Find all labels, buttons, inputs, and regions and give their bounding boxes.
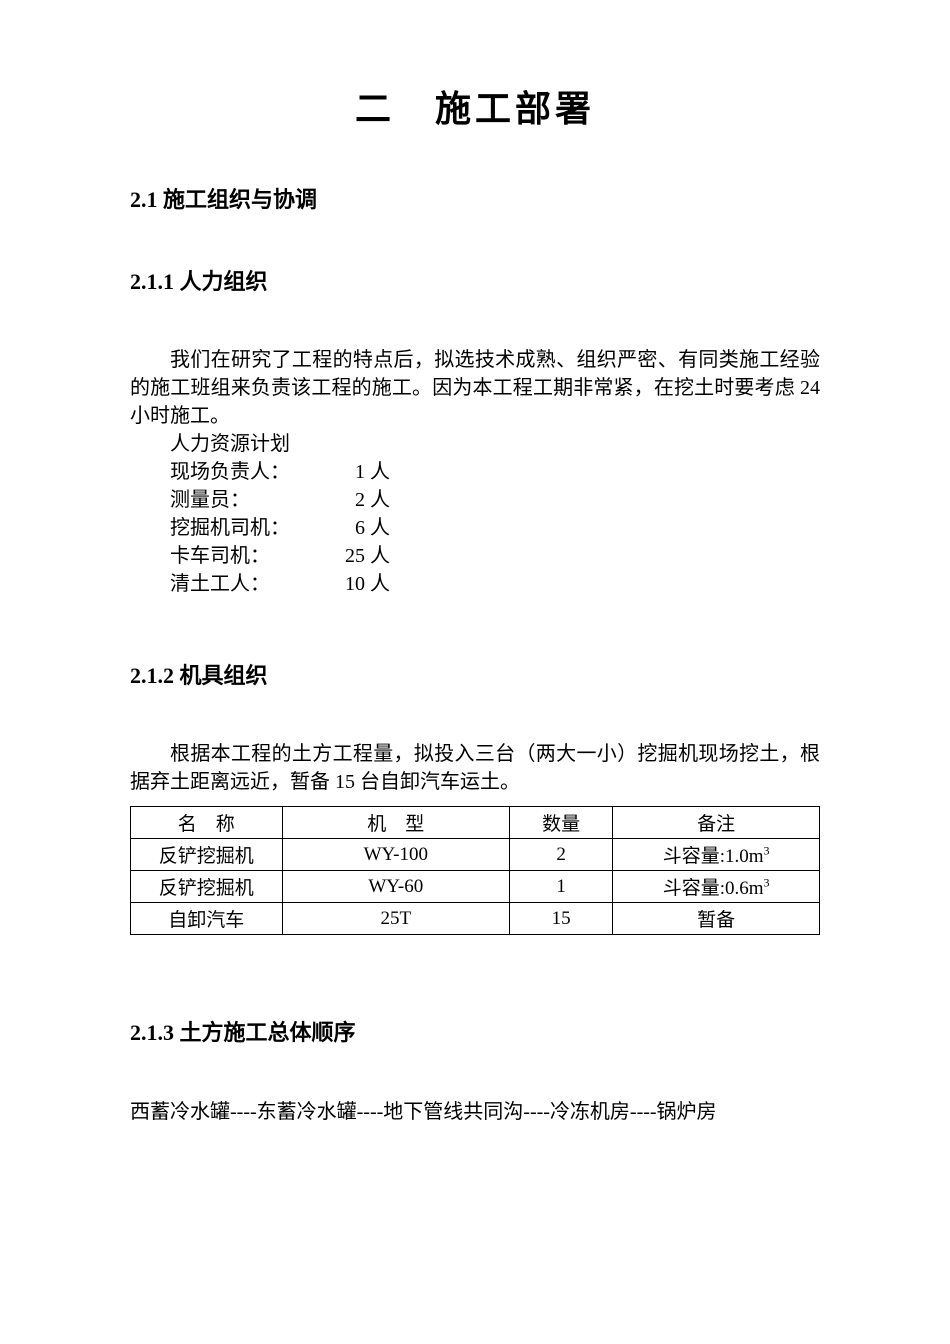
table-cell-model: WY-100 xyxy=(282,839,509,871)
paragraph-211: 我们在研究了工程的特点后，拟选技术成熟、组织严密、有同类施工经验的施工班组来负责… xyxy=(130,346,820,430)
table-cell-note: 斗容量:1.0m3 xyxy=(613,839,820,871)
resource-value: 1 人 xyxy=(330,458,390,486)
table-cell-model: WY-60 xyxy=(282,871,509,903)
resource-row: 测量员： 2 人 xyxy=(170,486,820,514)
resource-label: 测量员： xyxy=(170,486,330,514)
resource-value: 2 人 xyxy=(330,486,390,514)
resource-label: 清土工人： xyxy=(170,570,330,598)
table-row: 自卸汽车 25T 15 暂备 xyxy=(131,903,820,935)
resource-plan: 人力资源计划 现场负责人： 1 人 测量员： 2 人 挖掘机司机： 6 人 卡车… xyxy=(170,430,820,598)
resource-row: 清土工人： 10 人 xyxy=(170,570,820,598)
table-cell-name: 自卸汽车 xyxy=(131,903,283,935)
resource-label: 挖掘机司机： xyxy=(170,514,330,542)
table-cell-note: 暂备 xyxy=(613,903,820,935)
table-cell-name: 反铲挖掘机 xyxy=(131,871,283,903)
table-header: 机 型 xyxy=(282,807,509,839)
table-cell-name: 反铲挖掘机 xyxy=(131,839,283,871)
main-title: 二 施工部署 xyxy=(130,80,820,132)
table-header: 数量 xyxy=(509,807,612,839)
resource-label: 卡车司机： xyxy=(170,542,330,570)
resource-value: 25 人 xyxy=(330,542,390,570)
equipment-table: 名 称 机 型 数量 备注 反铲挖掘机 WY-100 2 斗容量:1.0m3 反… xyxy=(130,806,820,935)
table-cell-model: 25T xyxy=(282,903,509,935)
paragraph-212: 根据本工程的土方工程量，拟投入三台（两大一小）挖掘机现场挖土，根据弃土距离远近，… xyxy=(130,740,820,796)
section-heading-21: 2.1 施工组织与协调 xyxy=(130,182,820,214)
subsection-heading-212: 2.1.2 机具组织 xyxy=(130,658,820,690)
table-cell-note: 斗容量:0.6m3 xyxy=(613,871,820,903)
subsection-heading-211: 2.1.1 人力组织 xyxy=(130,264,820,296)
table-header-row: 名 称 机 型 数量 备注 xyxy=(131,807,820,839)
table-row: 反铲挖掘机 WY-60 1 斗容量:0.6m3 xyxy=(131,871,820,903)
table-cell-qty: 15 xyxy=(509,903,612,935)
table-cell-qty: 2 xyxy=(509,839,612,871)
resource-value: 6 人 xyxy=(330,514,390,542)
resource-row: 挖掘机司机： 6 人 xyxy=(170,514,820,542)
table-row: 反铲挖掘机 WY-100 2 斗容量:1.0m3 xyxy=(131,839,820,871)
table-header: 名 称 xyxy=(131,807,283,839)
resource-row: 卡车司机： 25 人 xyxy=(170,542,820,570)
subsection-heading-213: 2.1.3 土方施工总体顺序 xyxy=(130,1015,820,1047)
resource-row: 现场负责人： 1 人 xyxy=(170,458,820,486)
table-cell-qty: 1 xyxy=(509,871,612,903)
table-header: 备注 xyxy=(613,807,820,839)
sequence-text: 西蓄冷水罐----东蓄冷水罐----地下管线共同沟----冷冻机房----锅炉房 xyxy=(130,1097,820,1127)
resource-value: 10 人 xyxy=(330,570,390,598)
resource-label: 现场负责人： xyxy=(170,458,330,486)
resource-plan-title: 人力资源计划 xyxy=(170,430,820,458)
